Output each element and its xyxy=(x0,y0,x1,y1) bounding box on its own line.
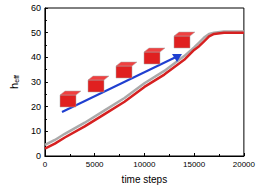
svg-text:50: 50 xyxy=(31,28,41,38)
svg-text:0: 0 xyxy=(36,151,41,161)
svg-text:30: 30 xyxy=(31,77,41,87)
svg-text:20000: 20000 xyxy=(233,160,256,169)
svg-text:10: 10 xyxy=(31,126,41,136)
svg-text:10000: 10000 xyxy=(133,160,156,169)
svg-text:eff: eff xyxy=(13,75,20,83)
svg-text:h: h xyxy=(7,82,20,89)
svg-text:5000: 5000 xyxy=(86,160,104,169)
svg-text:time steps: time steps xyxy=(122,174,168,185)
svg-text:40: 40 xyxy=(31,52,41,62)
svg-text:60: 60 xyxy=(31,3,41,13)
svg-text:20: 20 xyxy=(31,102,41,112)
svg-text:15000: 15000 xyxy=(183,160,206,169)
svg-text:0: 0 xyxy=(43,160,48,169)
